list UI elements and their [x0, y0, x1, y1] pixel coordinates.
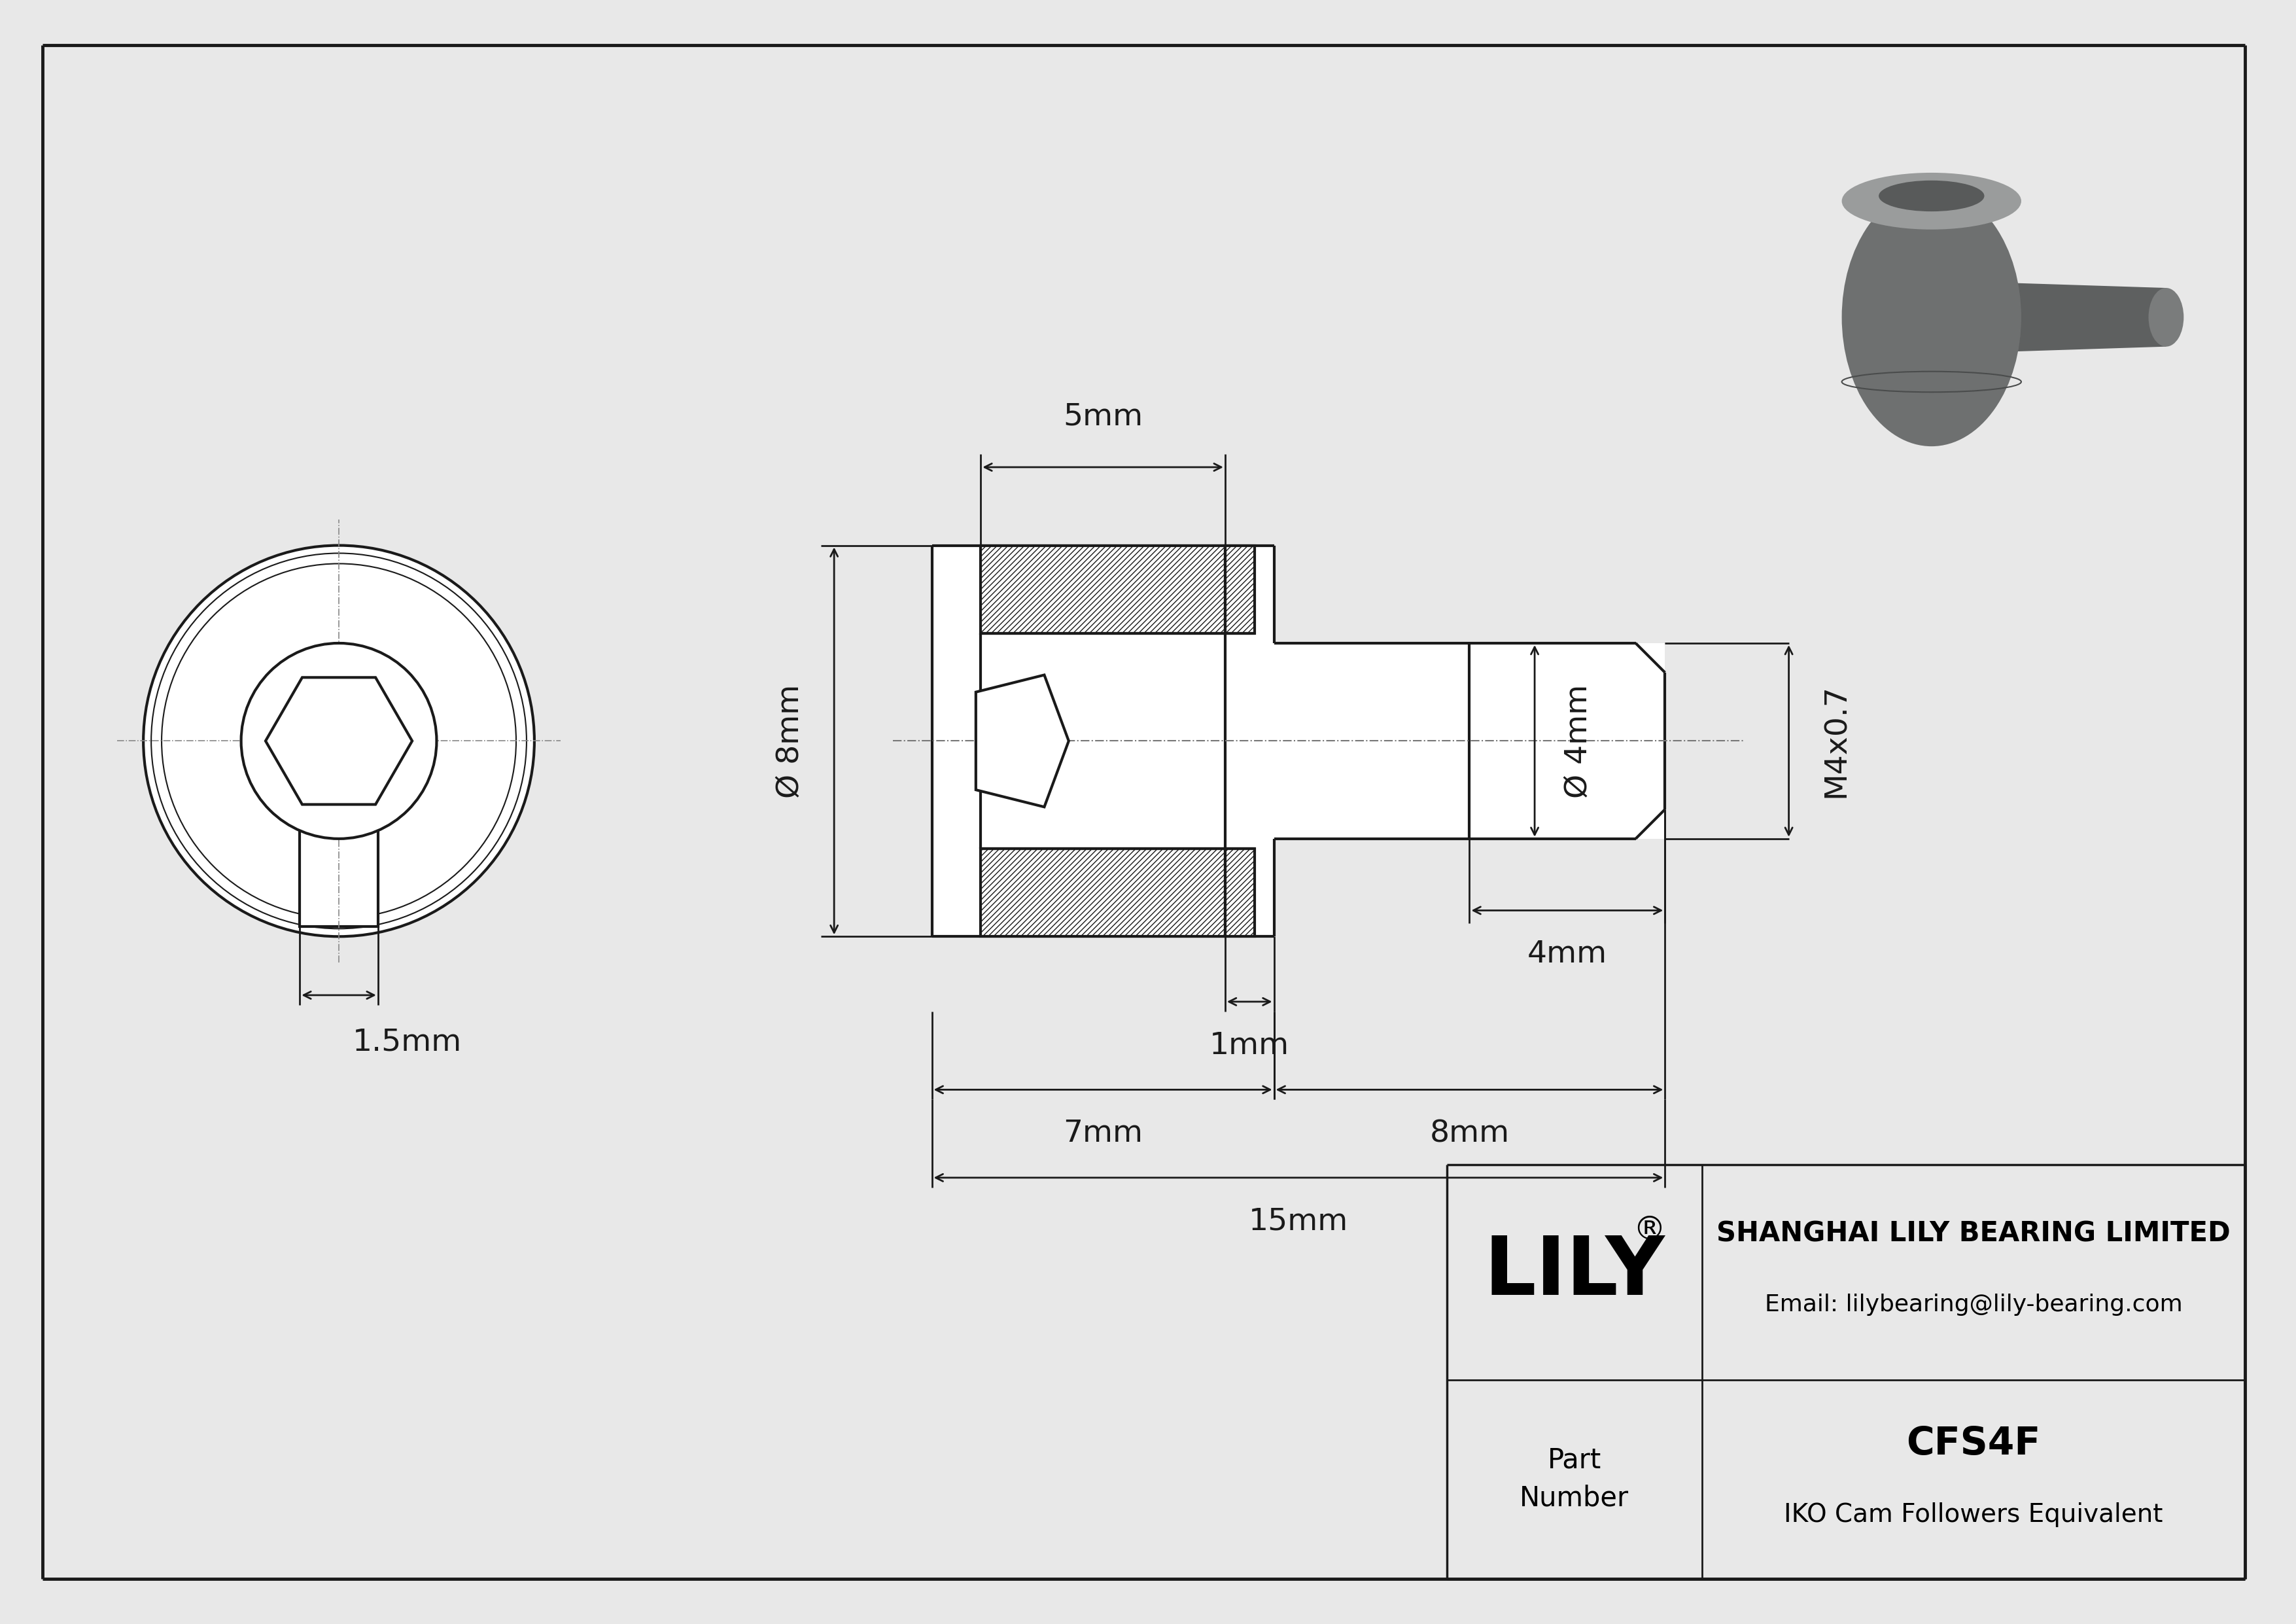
Bar [1226, 848, 1254, 937]
Text: CFS4F: CFS4F [1906, 1424, 2041, 1462]
Bar [932, 546, 1274, 937]
Circle shape [241, 643, 436, 838]
Polygon shape [1984, 283, 2165, 352]
Ellipse shape [1841, 188, 2020, 447]
Text: IKO Cam Followers Equivalent: IKO Cam Followers Equivalent [1784, 1502, 2163, 1528]
Text: 1.5mm: 1.5mm [354, 1028, 461, 1057]
Text: 1mm: 1mm [1210, 1031, 1290, 1060]
Bar [301, 809, 379, 927]
Text: M4x0.7: M4x0.7 [1821, 684, 1851, 797]
Text: SHANGHAI LILY BEARING LIMITED: SHANGHAI LILY BEARING LIMITED [1717, 1220, 2229, 1247]
Text: Part
Number: Part Number [1520, 1447, 1630, 1512]
Ellipse shape [2149, 287, 2183, 346]
Text: ®: ® [1632, 1215, 1665, 1246]
Circle shape [142, 546, 535, 937]
Bar [980, 546, 1226, 633]
Text: Ø 8mm: Ø 8mm [776, 684, 806, 797]
Ellipse shape [1878, 180, 1984, 211]
Bar [1274, 643, 1665, 838]
Ellipse shape [1841, 172, 2020, 229]
Text: 5mm: 5mm [1063, 401, 1143, 432]
Text: 4mm: 4mm [1527, 940, 1607, 970]
Bar [1226, 546, 1254, 633]
Text: 8mm: 8mm [1430, 1119, 1508, 1148]
Text: LILY: LILY [1483, 1233, 1665, 1312]
Polygon shape [266, 677, 413, 804]
Text: 7mm: 7mm [1063, 1119, 1143, 1148]
Text: Ø 4mm: Ø 4mm [1564, 684, 1593, 797]
Text: 15mm: 15mm [1249, 1207, 1348, 1236]
Polygon shape [976, 676, 1068, 807]
Text: Email: lilybearing@lily-bearing.com: Email: lilybearing@lily-bearing.com [1766, 1293, 2183, 1315]
Bar [980, 848, 1226, 937]
